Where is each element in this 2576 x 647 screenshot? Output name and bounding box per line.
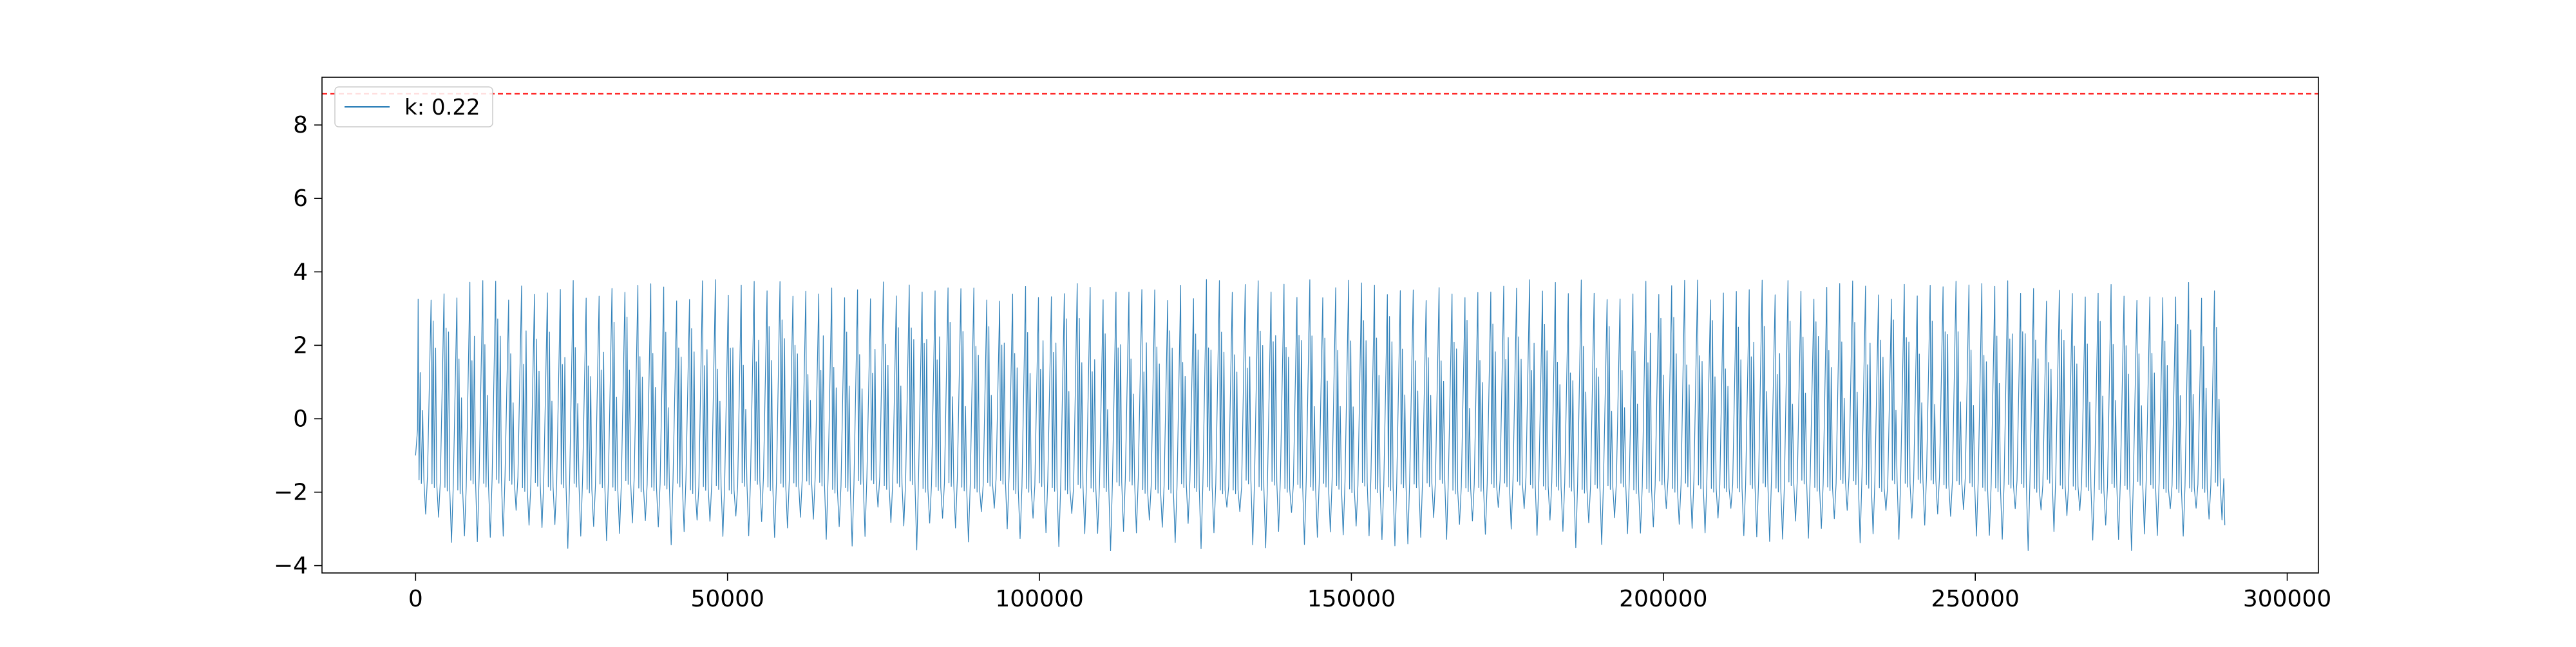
x-tick-label: 300000: [2243, 586, 2331, 612]
plot-frame: [321, 77, 2319, 574]
y-tick-label: −2: [274, 480, 308, 506]
x-tick-label: 200000: [1619, 586, 1707, 612]
legend-box: [334, 86, 493, 127]
x-tick-label: 150000: [1307, 586, 1396, 612]
signal-series: [415, 279, 2226, 552]
signal-line: [415, 279, 2226, 552]
x-tick-label: 250000: [1931, 586, 2019, 612]
legend: k: 0.22: [334, 86, 493, 127]
legend-label: k: 0.22: [404, 95, 480, 120]
y-tick-label: 0: [293, 406, 308, 432]
x-tick-label: 0: [408, 586, 423, 612]
y-axis: −4 −2 0 2 4 6 8: [274, 112, 322, 579]
y-tick-label: 4: [293, 259, 308, 285]
y-tick-label: 2: [293, 332, 308, 359]
x-tick-label: 100000: [995, 586, 1083, 612]
plot-area-background: [322, 77, 2318, 573]
y-tick-label: −4: [274, 553, 308, 579]
x-axis: 0 50000 100000 150000 200000 250000 300000: [408, 573, 2331, 612]
x-tick-label: 50000: [690, 586, 764, 612]
y-tick-label: 6: [293, 185, 308, 212]
y-tick-label: 8: [293, 112, 308, 138]
